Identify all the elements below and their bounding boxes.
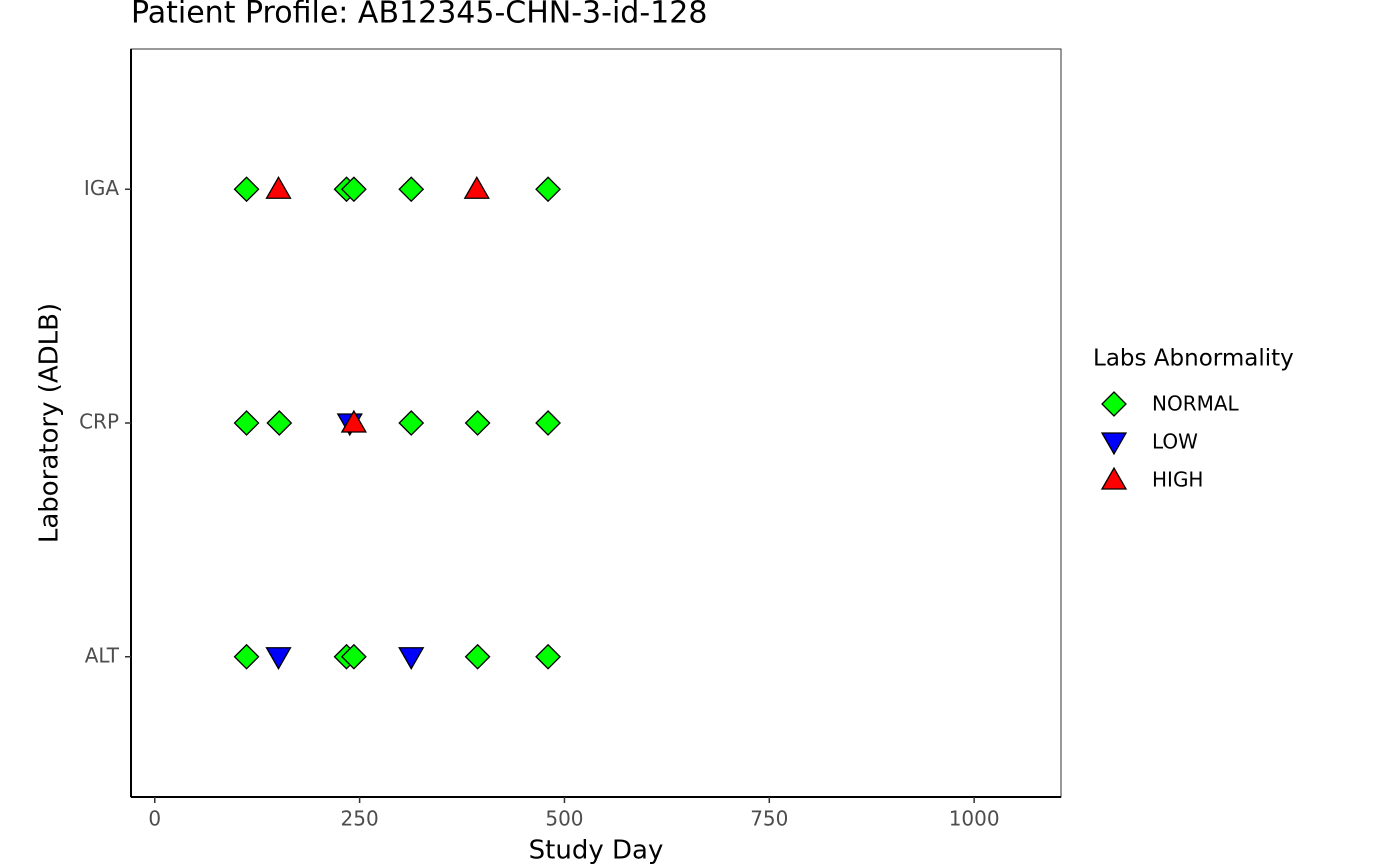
- legend-marker: [1101, 391, 1127, 417]
- x-tick-label: 750: [750, 807, 788, 831]
- data-point: [398, 647, 425, 671]
- legend-marker: [1100, 466, 1128, 490]
- data-point: [398, 176, 425, 203]
- data-point: [535, 410, 561, 436]
- legend-label: LOW: [1152, 430, 1198, 454]
- data-point: [233, 410, 260, 436]
- data-point: [463, 175, 490, 199]
- data-point: [233, 643, 260, 670]
- chart-title: Patient Profile: AB12345-CHN-3-id-128: [131, 0, 707, 31]
- data-point: [340, 176, 367, 203]
- data-point: [340, 643, 367, 670]
- data-point: [464, 643, 491, 670]
- data-point: [233, 176, 260, 203]
- data-point: [265, 175, 292, 199]
- data-point: [535, 643, 561, 670]
- y-tick-label: CRP: [79, 410, 119, 434]
- data-point: [398, 410, 425, 436]
- y-tick-label: ALT: [85, 643, 120, 667]
- y-tick-label: IGA: [84, 176, 119, 200]
- x-tick-label: 500: [545, 807, 583, 831]
- y-axis-label: Laboratory (ADLB): [35, 303, 65, 543]
- data-point: [340, 409, 367, 433]
- legend-label: NORMAL: [1152, 392, 1240, 416]
- legend-label: HIGH: [1152, 468, 1203, 492]
- x-tick-label: 0: [148, 807, 161, 831]
- data-point: [265, 647, 292, 671]
- data-point: [464, 410, 491, 436]
- x-axis-label: Study Day: [529, 836, 664, 866]
- data-point: [535, 176, 561, 203]
- legend-marker: [1100, 432, 1128, 456]
- data-point: [266, 410, 293, 436]
- x-tick-label: 250: [341, 807, 379, 831]
- legend-title: Labs Abnormality: [1093, 346, 1294, 372]
- x-tick-label: 1000: [949, 807, 1000, 831]
